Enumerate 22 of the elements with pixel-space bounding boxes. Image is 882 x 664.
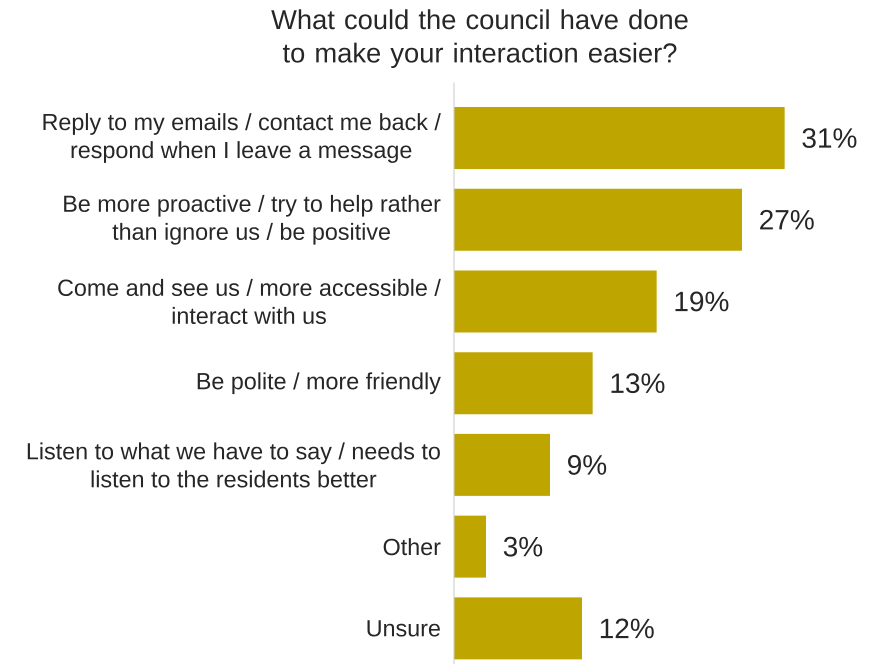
data-label: 19% (676, 292, 728, 312)
data-label: 9% (568, 455, 606, 475)
data-label: 13% (612, 373, 664, 394)
y-tick-label: Unsure (368, 620, 440, 637)
data-label: 12% (600, 618, 654, 638)
data-label: 3% (504, 536, 542, 557)
y-tick-label: Be more proactive / try to help rather than ignore us / be positive (64, 194, 440, 245)
data-label: 27% (760, 210, 814, 230)
y-tick-label: Listen to what we have to say / needs to listen to the residents better (28, 442, 440, 488)
y-tick-label: Other (384, 538, 441, 556)
chart-title: What could the council have done to make your interaction easier? (271, 9, 688, 68)
y-tick-label: Reply to my emails / contact me back / respond when I leave a message (43, 113, 441, 163)
y-tick-label: Come and see us / more accessible / interact with us (58, 278, 441, 324)
bar (454, 188, 742, 251)
bar (454, 434, 550, 496)
bar (454, 597, 582, 660)
bar (454, 106, 785, 169)
data-label: 31% (802, 128, 856, 148)
y-tick-label: Be polite / more friendly (198, 372, 441, 394)
bar (454, 270, 657, 332)
bar (454, 352, 593, 414)
bar (454, 516, 486, 578)
